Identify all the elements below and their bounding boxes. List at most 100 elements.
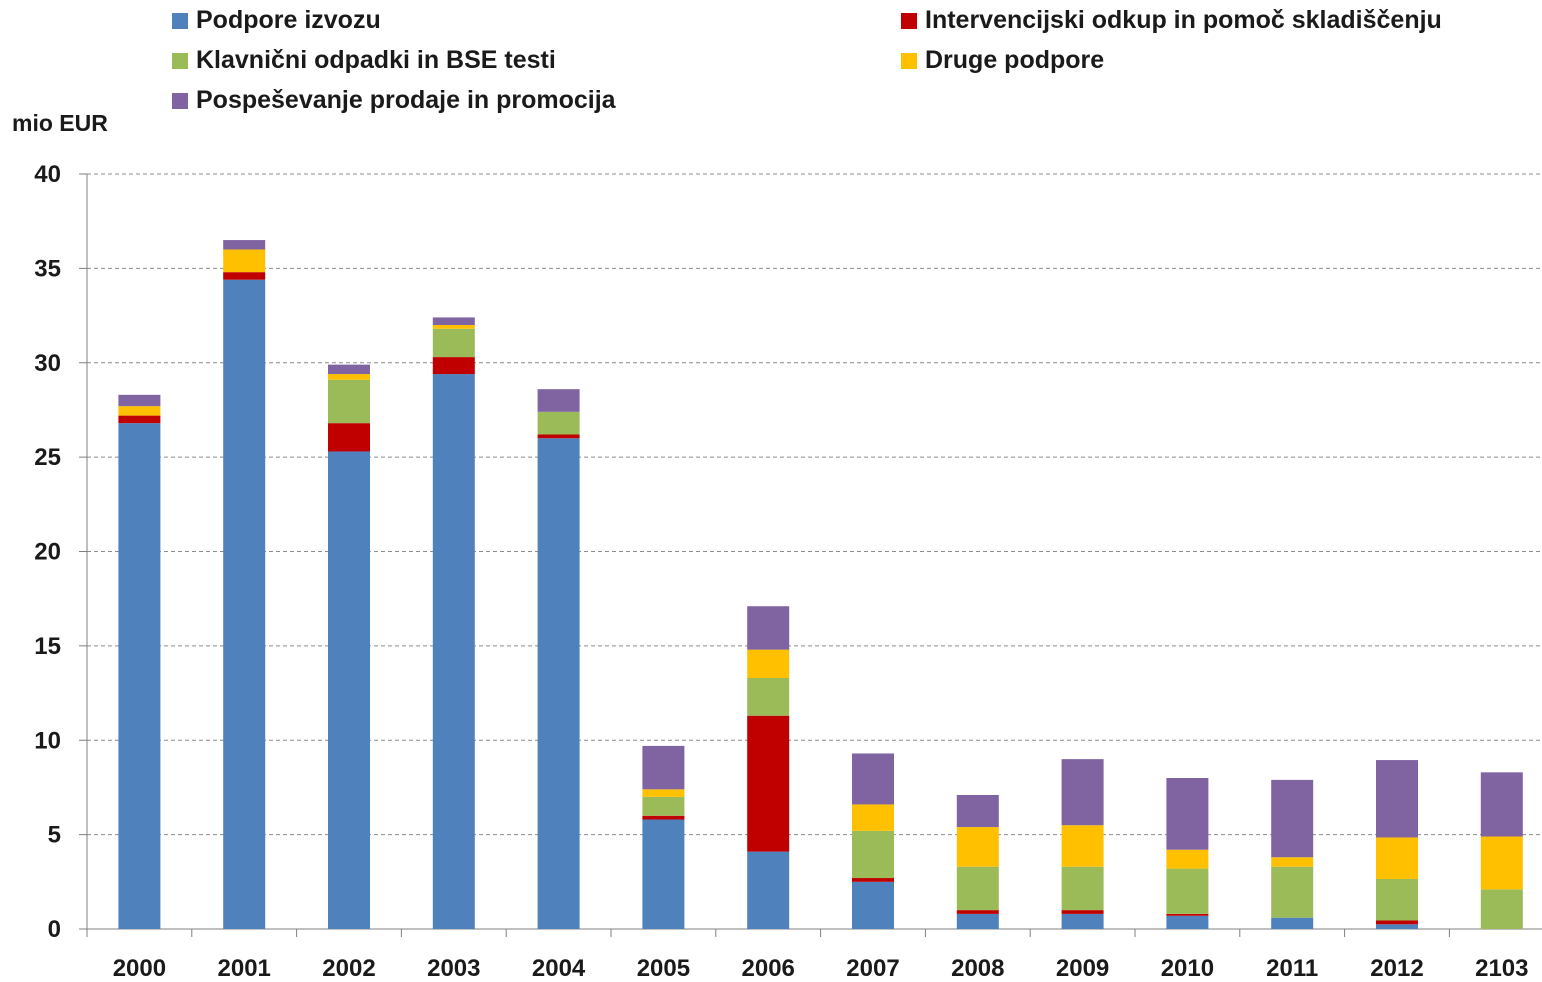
bar-segment-2002 bbox=[328, 423, 370, 452]
bar-segment-2010 bbox=[1166, 913, 1209, 916]
legend-label: Pospeševanje prodaje in promocija bbox=[196, 86, 616, 114]
bar-segment-2006 bbox=[747, 851, 790, 929]
y-tick-label: 40 bbox=[34, 161, 61, 188]
bar-segment-2103 bbox=[1480, 889, 1523, 929]
legend-swatch bbox=[901, 52, 917, 69]
legend-label: Druge podpore bbox=[925, 46, 1105, 74]
bar-segment-2012 bbox=[1376, 760, 1418, 838]
bar-segment-2011 bbox=[1271, 779, 1314, 858]
bar-segment-2004 bbox=[537, 438, 580, 929]
bar-segment-2005 bbox=[642, 815, 685, 820]
bar-segment-2103 bbox=[1480, 772, 1523, 837]
legend-item-klavnicni-odpadki: Klavnični odpadki in BSE testi bbox=[172, 46, 556, 75]
bar-segment-2002 bbox=[328, 379, 370, 424]
y-axis-title: mio EUR bbox=[12, 110, 108, 136]
bar-segment-2007 bbox=[852, 878, 894, 882]
bar-segment-2012 bbox=[1376, 920, 1418, 925]
bar-segment-2002 bbox=[328, 451, 370, 929]
bar-segment-2103 bbox=[1480, 836, 1523, 890]
bar-segment-2010 bbox=[1166, 849, 1209, 869]
bar-segment-2007 bbox=[852, 804, 894, 831]
bar-segment-2000 bbox=[118, 415, 161, 424]
legend-swatch bbox=[172, 52, 188, 69]
bar-segment-2009 bbox=[1061, 910, 1104, 914]
bar-segment-2008 bbox=[956, 910, 999, 914]
bar-segment-2012 bbox=[1376, 878, 1418, 921]
bar-segment-2010 bbox=[1166, 868, 1209, 914]
bar-segment-2002 bbox=[328, 374, 370, 380]
x-tick-label: 2012 bbox=[1370, 955, 1423, 982]
legend-item-podpore-izvozu: Podpore izvozu bbox=[172, 6, 381, 35]
x-tick-label: 2002 bbox=[322, 955, 375, 982]
bar-segment-2005 bbox=[642, 789, 685, 797]
x-tick-label: 2005 bbox=[637, 955, 690, 982]
legend-item-intervencijski-odkup: Intervencijski odkup in pomoč skladiščen… bbox=[901, 6, 1442, 35]
bar-segment-2006 bbox=[747, 649, 790, 678]
bar-segment-2000 bbox=[118, 423, 161, 929]
bar-segment-2008 bbox=[956, 794, 999, 828]
bar-segment-2009 bbox=[1061, 825, 1104, 867]
legend-label: Intervencijski odkup in pomoč skladiščen… bbox=[925, 6, 1442, 34]
bar-segment-2006 bbox=[747, 606, 790, 650]
legend-swatch bbox=[172, 12, 188, 29]
bar-segment-2000 bbox=[118, 394, 161, 407]
x-tick-label: 2009 bbox=[1056, 955, 1109, 982]
x-tick-label: 2006 bbox=[742, 955, 795, 982]
y-tick-label: 20 bbox=[34, 539, 61, 566]
x-tick-label: 2003 bbox=[427, 955, 480, 982]
x-tick-label: 2008 bbox=[951, 955, 1004, 982]
bar-segment-2001 bbox=[223, 272, 266, 280]
bar-segment-2001 bbox=[223, 240, 266, 250]
bar-segment-2005 bbox=[642, 819, 685, 929]
bar-segment-2007 bbox=[852, 753, 894, 805]
bar-segment-2003 bbox=[432, 328, 475, 358]
bar-segment-2010 bbox=[1166, 915, 1209, 929]
x-tick-label: 2004 bbox=[532, 955, 586, 982]
bar-segment-2000 bbox=[118, 406, 161, 416]
x-tick-label: 2010 bbox=[1161, 955, 1214, 982]
bar-segment-2001 bbox=[223, 249, 266, 273]
legend-item-pospesevanje-prodaje: Pospeševanje prodaje in promocija bbox=[172, 86, 616, 115]
bar-segment-2011 bbox=[1271, 866, 1314, 918]
bar-segment-2012 bbox=[1376, 837, 1418, 879]
y-tick-label: 35 bbox=[34, 255, 61, 282]
y-tick-label: 30 bbox=[34, 350, 61, 377]
bar-segment-2009 bbox=[1061, 759, 1104, 826]
bar-segment-2001 bbox=[223, 279, 266, 929]
bar-segment-2005 bbox=[642, 796, 685, 816]
bar-segment-2008 bbox=[956, 913, 999, 929]
y-tick-label: 5 bbox=[48, 822, 61, 849]
bar-segment-2009 bbox=[1061, 866, 1104, 911]
bar-segment-2007 bbox=[852, 830, 894, 879]
y-tick-label: 15 bbox=[34, 633, 61, 660]
y-tick-label: 10 bbox=[34, 727, 61, 754]
bar-segment-2003 bbox=[432, 325, 475, 329]
x-tick-label: 2000 bbox=[113, 955, 166, 982]
bar-segment-2004 bbox=[537, 434, 580, 439]
y-tick-label: 0 bbox=[48, 916, 61, 943]
x-tick-label: 2007 bbox=[846, 955, 899, 982]
bar-segment-2005 bbox=[642, 745, 685, 790]
bar-segment-2012 bbox=[1376, 924, 1418, 929]
x-tick-label: 2011 bbox=[1266, 955, 1318, 982]
bar-segment-2003 bbox=[432, 357, 475, 375]
x-tick-label: 2103 bbox=[1475, 955, 1528, 982]
legend-label: Podpore izvozu bbox=[196, 6, 381, 34]
bar-segment-2009 bbox=[1061, 913, 1104, 929]
legend-label: Klavnični odpadki in BSE testi bbox=[196, 46, 556, 74]
bar-segment-2011 bbox=[1271, 857, 1314, 867]
bar-segment-2003 bbox=[432, 374, 475, 929]
bar-segment-2010 bbox=[1166, 778, 1209, 850]
bar-segment-2011 bbox=[1271, 917, 1314, 929]
legend-swatch bbox=[172, 92, 188, 109]
bar-segment-2008 bbox=[956, 827, 999, 867]
bar-segment-2002 bbox=[328, 364, 370, 375]
bar-segment-2007 bbox=[852, 881, 894, 929]
bar-segment-2006 bbox=[747, 677, 790, 716]
legend-item-druge-podpore: Druge podpore bbox=[901, 46, 1104, 75]
y-tick-label: 25 bbox=[34, 444, 61, 471]
bar-segment-2008 bbox=[956, 866, 999, 911]
bar-segment-2004 bbox=[537, 411, 580, 435]
bar-segment-2004 bbox=[537, 389, 580, 412]
x-tick-label: 2001 bbox=[218, 955, 271, 982]
